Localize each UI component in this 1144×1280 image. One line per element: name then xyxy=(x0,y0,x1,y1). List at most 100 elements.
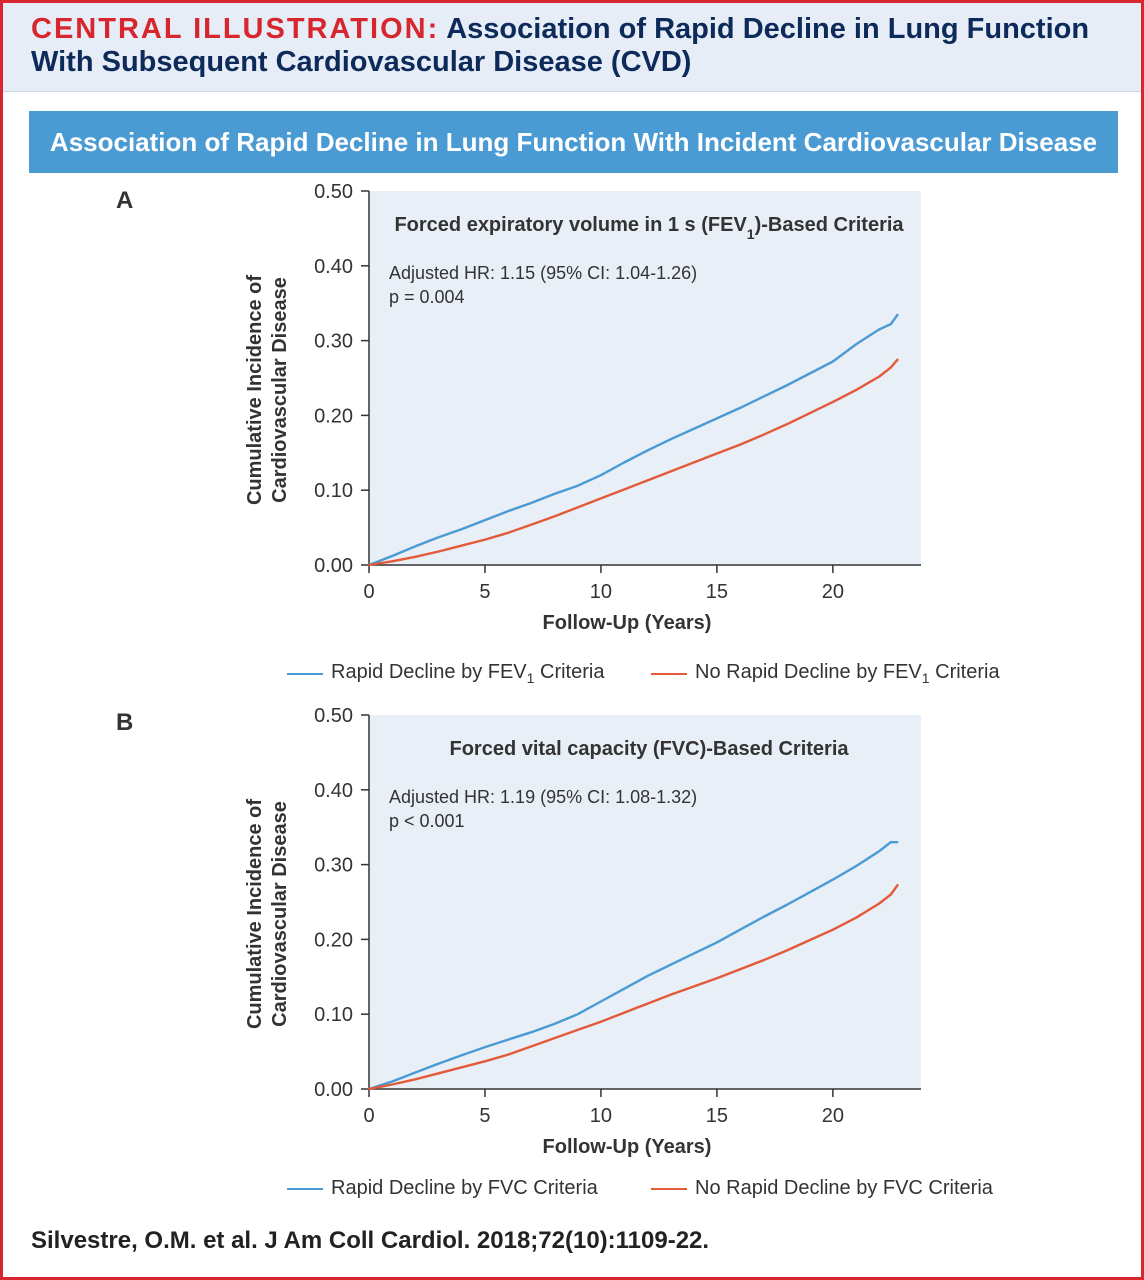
data-point xyxy=(553,515,556,518)
data-point xyxy=(507,510,510,512)
x-axis-label: Follow-Up (Years) xyxy=(543,1136,712,1158)
y-axis-label-line2: Cardiovascular Disease xyxy=(269,277,291,503)
x-tick-label: 15 xyxy=(706,581,728,603)
banner-title: Association of Rapid Decline in Lung Fun… xyxy=(29,111,1118,173)
y-tick-label: 0.00 xyxy=(314,555,353,577)
data-point xyxy=(890,323,892,325)
legend-item-rapid: Rapid Decline by FEV1 Criteria xyxy=(287,661,604,686)
data-point xyxy=(785,904,788,906)
data-point xyxy=(808,372,811,375)
data-point xyxy=(739,928,741,931)
data-point xyxy=(855,343,857,346)
x-tick-label: 0 xyxy=(363,1105,374,1127)
y-tick-label: 0.40 xyxy=(314,256,353,278)
x-tick-label: 5 xyxy=(479,581,490,603)
x-axis-label: Follow-Up (Years) xyxy=(543,612,712,634)
data-point xyxy=(461,1054,463,1057)
data-point xyxy=(762,959,765,962)
data-point xyxy=(669,964,672,966)
data-point xyxy=(391,1080,394,1083)
data-point xyxy=(576,506,579,509)
legend-item-rapid: Rapid Decline by FVC Criteria xyxy=(287,1177,598,1200)
header-label: CENTRAL ILLUSTRATION: xyxy=(31,13,440,45)
data-point xyxy=(461,544,463,547)
data-point xyxy=(437,1072,440,1075)
chart-a: 0.00 0.10 0.20 0.30 0.40 0.50 0 5 10 15 20 Follow-U… xyxy=(244,181,921,634)
chart-title: Forced expiratory volume in 1 s (FEV1)-B… xyxy=(394,214,904,242)
data-point xyxy=(739,407,741,409)
data-point xyxy=(507,1038,510,1041)
data-point xyxy=(437,550,440,553)
data-point xyxy=(576,484,579,487)
plot-area xyxy=(369,191,921,565)
data-point xyxy=(530,1031,533,1033)
data-point xyxy=(669,994,672,996)
citation: Silvestre, O.M. et al. J Am Coll Cardiol… xyxy=(31,1227,710,1254)
data-point xyxy=(832,401,834,403)
chart-b: 0.00 0.10 0.20 0.30 0.40 0.50 0 5 10 15 20 Follow-U… xyxy=(244,705,921,1158)
y-tick-label: 0.10 xyxy=(314,1004,353,1026)
data-point xyxy=(623,488,625,491)
x-tick-label: 20 xyxy=(822,581,844,603)
data-point xyxy=(890,893,892,896)
data-point xyxy=(600,474,602,477)
data-point xyxy=(716,417,718,420)
data-point xyxy=(762,916,765,918)
legend-swatch xyxy=(651,1187,687,1190)
data-point xyxy=(878,850,881,852)
data-point xyxy=(832,878,834,881)
legend-label: Rapid Decline by FVC Criteria xyxy=(331,1177,598,1199)
hazard-ratio-annotation: Adjusted HR: 1.15 (95% CI: 1.04-1.26) xyxy=(389,263,697,283)
y-axis-label-line2: Cardiovascular Disease xyxy=(269,801,291,1027)
data-point xyxy=(855,389,857,391)
y-axis-label-line1: Cumulative Incidence of xyxy=(244,275,266,505)
data-point xyxy=(897,884,899,886)
header-text: CENTRAL ILLUSTRATION: Association of Rap… xyxy=(31,13,1121,79)
data-point xyxy=(437,1062,440,1065)
x-tick-label: 10 xyxy=(590,581,612,603)
data-point xyxy=(878,328,881,331)
y-tick-label: 0.50 xyxy=(314,181,353,203)
hazard-ratio-annotation: Adjusted HR: 1.19 (95% CI: 1.08-1.32) xyxy=(389,787,697,807)
data-point xyxy=(461,528,463,530)
legend-swatch xyxy=(287,1187,323,1190)
y-tick-label: 0.30 xyxy=(314,331,353,353)
data-point xyxy=(897,313,899,316)
data-point xyxy=(623,1011,625,1014)
panel-letter-b: B xyxy=(116,709,134,736)
data-point xyxy=(484,519,486,521)
data-point xyxy=(646,449,649,452)
p-value-annotation: p < 0.001 xyxy=(389,811,465,831)
data-point xyxy=(739,968,741,971)
data-point xyxy=(890,841,892,843)
data-point xyxy=(832,928,834,931)
legend-item-no-rapid: No Rapid Decline by FEV1 Criteria xyxy=(651,661,1000,686)
data-point xyxy=(855,916,857,919)
data-point xyxy=(507,1053,510,1056)
data-point xyxy=(391,555,394,557)
data-point xyxy=(739,443,741,446)
data-point xyxy=(716,452,718,455)
y-tick-label: 0.50 xyxy=(314,705,353,727)
y-tick-label: 0.20 xyxy=(314,929,353,951)
legend-swatch xyxy=(287,672,323,675)
header: CENTRAL ILLUSTRATION: Association of Rap… xyxy=(3,3,1141,92)
data-point xyxy=(855,865,857,867)
data-point xyxy=(692,952,695,955)
data-point xyxy=(623,988,625,990)
data-point xyxy=(669,470,672,473)
data-point xyxy=(530,523,533,526)
data-point xyxy=(878,375,881,378)
y-tick-label: 0.20 xyxy=(314,405,353,427)
x-tick-label: 20 xyxy=(822,1105,844,1127)
x-tick-label: 5 xyxy=(479,1105,490,1127)
data-point xyxy=(368,1088,370,1090)
data-point xyxy=(762,395,765,398)
data-point xyxy=(576,1029,579,1031)
plot-area xyxy=(369,715,921,1089)
data-point xyxy=(553,493,556,495)
chart-title: Forced vital capacity (FVC)-Based Criter… xyxy=(449,738,849,760)
data-point xyxy=(576,1013,579,1015)
data-point xyxy=(530,1045,533,1048)
